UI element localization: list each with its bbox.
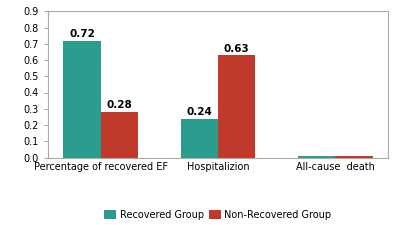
Bar	[218, 55, 256, 158]
Text: 0.72: 0.72	[69, 29, 95, 39]
Text: 0.28: 0.28	[107, 100, 132, 110]
Text: 0.24: 0.24	[186, 107, 212, 117]
Text: 0.63: 0.63	[224, 43, 250, 54]
Bar	[64, 40, 101, 158]
Bar	[101, 112, 138, 158]
Bar	[180, 119, 218, 158]
Legend: Recovered Group, Non-Recovered Group: Recovered Group, Non-Recovered Group	[100, 206, 336, 224]
Bar	[335, 156, 372, 158]
Bar	[298, 156, 335, 158]
